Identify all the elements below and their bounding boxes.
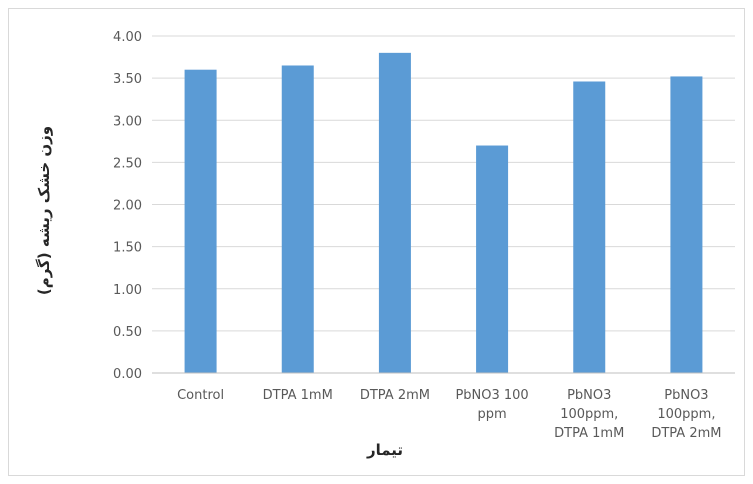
grid-lines: [152, 35, 735, 332]
y-tick-label: 4.00: [113, 30, 142, 45]
bar: [378, 52, 411, 373]
y-axis-title: وزن خشک ریشه (گرم): [35, 126, 53, 295]
y-tick-label: 3.50: [113, 72, 142, 87]
x-category-label: Control: [177, 388, 224, 403]
bar: [476, 145, 509, 373]
y-tick-label: 2.00: [113, 199, 142, 214]
y-tick-label: 1.00: [113, 283, 142, 298]
y-tick-label: 3.00: [113, 114, 142, 129]
y-tick-label: 0.00: [113, 367, 142, 382]
bars: [184, 52, 703, 374]
bar: [573, 81, 606, 374]
x-category-label: PbNO3 100ppm, DTPA 1mM: [554, 388, 624, 441]
bar: [670, 76, 703, 373]
y-tick-label: 1.50: [113, 241, 142, 256]
x-category-label: PbNO3 100 ppm: [455, 388, 528, 422]
y-axis-tick-labels: 0.00 0.50 1.00 1.50 2.00 2.50 3.00 3.50 4.00: [113, 30, 142, 382]
bar-chart: 0.00 0.50 1.00 1.50 2.00 2.50 3.00 3.50 4.00 Con…: [35, 30, 735, 459]
x-category-label: DTPA 2mM: [360, 388, 430, 403]
chart-frame: 0.00 0.50 1.00 1.50 2.00 2.50 3.00 3.50 4.00 Con…: [8, 8, 745, 476]
bar: [281, 65, 314, 374]
x-axis-title: تیمار: [366, 441, 403, 459]
x-axis-category-labels: Control DTPA 1mM DTPA 2mM PbNO3 100 ppm PbNO3…: [177, 388, 721, 441]
y-tick-label: 2.50: [113, 156, 142, 171]
x-category-label: DTPA 1mM: [263, 388, 333, 403]
bar: [184, 69, 217, 373]
y-tick-label: 0.50: [113, 325, 142, 340]
x-category-label: PbNO3 100ppm, DTPA 2mM: [651, 388, 721, 441]
